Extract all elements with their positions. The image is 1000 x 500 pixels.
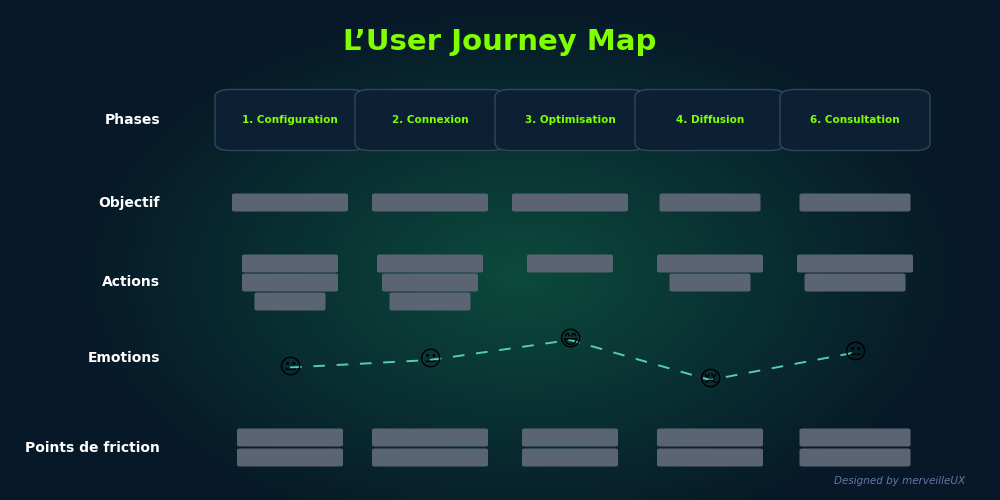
Text: 😢: 😢 [698,370,722,390]
Text: 1. Configuration: 1. Configuration [242,115,338,125]
FancyBboxPatch shape [635,90,785,150]
Text: Phases: Phases [104,113,160,127]
FancyBboxPatch shape [254,292,325,310]
Text: 6. Consultation: 6. Consultation [810,115,900,125]
FancyBboxPatch shape [390,292,471,310]
Text: Actions: Actions [102,276,160,289]
FancyBboxPatch shape [382,274,478,291]
FancyBboxPatch shape [800,428,910,446]
Text: 😄: 😄 [558,330,582,350]
Text: L’User Journey Map: L’User Journey Map [343,28,657,56]
FancyBboxPatch shape [670,274,750,291]
FancyBboxPatch shape [657,448,763,466]
FancyBboxPatch shape [242,274,338,291]
FancyBboxPatch shape [215,90,365,150]
Text: Emotions: Emotions [88,350,160,364]
Text: 😐: 😐 [418,350,442,370]
FancyBboxPatch shape [512,194,628,212]
Text: Designed by merveilleUX: Designed by merveilleUX [834,476,965,486]
FancyBboxPatch shape [522,428,618,446]
Text: Points de friction: Points de friction [25,440,160,454]
FancyBboxPatch shape [372,448,488,466]
FancyBboxPatch shape [377,254,483,272]
Text: 😐: 😐 [278,358,302,378]
FancyBboxPatch shape [237,428,343,446]
FancyBboxPatch shape [232,194,348,212]
FancyBboxPatch shape [242,254,338,272]
FancyBboxPatch shape [780,90,930,150]
Text: 2. Connexion: 2. Connexion [392,115,468,125]
FancyBboxPatch shape [657,254,763,272]
FancyBboxPatch shape [800,448,910,466]
FancyBboxPatch shape [372,194,488,212]
FancyBboxPatch shape [372,428,488,446]
Text: 3. Optimisation: 3. Optimisation [525,115,615,125]
FancyBboxPatch shape [800,194,910,212]
FancyBboxPatch shape [522,448,618,466]
Text: 4. Diffusion: 4. Diffusion [676,115,744,125]
FancyBboxPatch shape [797,254,913,272]
Text: Objectif: Objectif [99,196,160,209]
FancyBboxPatch shape [804,274,906,291]
FancyBboxPatch shape [495,90,645,150]
FancyBboxPatch shape [660,194,761,212]
FancyBboxPatch shape [527,254,613,272]
Text: 😐: 😐 [843,342,867,362]
FancyBboxPatch shape [657,428,763,446]
FancyBboxPatch shape [237,448,343,466]
FancyBboxPatch shape [355,90,505,150]
